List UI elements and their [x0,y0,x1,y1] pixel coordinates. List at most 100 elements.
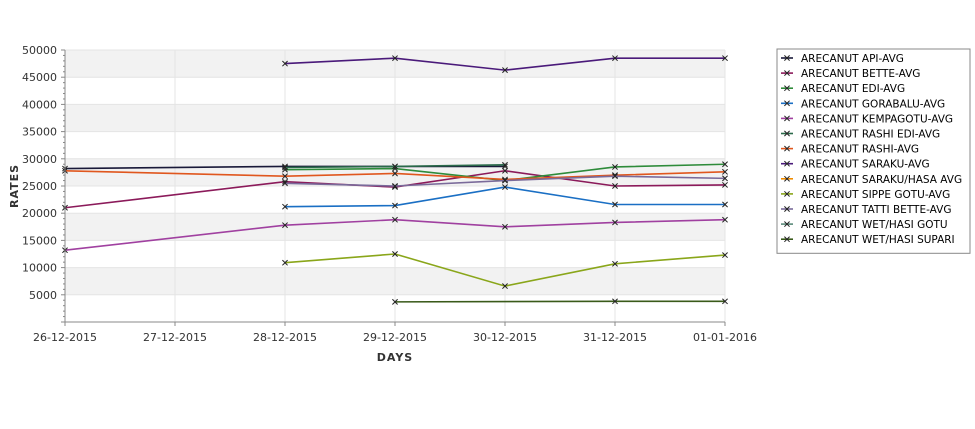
point-marker-stroke [784,70,790,77]
point-marker-stroke [722,252,728,259]
data-point [612,183,618,189]
x-tick-label: 29-12-2015 [363,331,427,344]
point-marker-stroke [612,219,618,226]
point-marker-stroke [784,190,790,197]
legend-label: ARECANUT SIPPE GOTU-AVG [801,189,950,201]
legend-item: ARECANUT RASHI-AVG [781,144,919,156]
point-marker-stroke [282,173,288,180]
data-point [722,216,728,223]
point-marker-stroke [502,283,508,290]
point-marker-stroke [784,100,790,107]
legend-label: ARECANUT WET/HASI GOTU [801,219,948,231]
y-axis-title: RATES [8,164,21,208]
legend-label: ARECANUT RASHI-AVG [801,144,919,156]
legend-marker [784,221,790,228]
data-point [612,173,618,180]
data-point [502,177,508,184]
legend-label: ARECANUT SARAKU-AVG [801,159,930,171]
legend-box [776,48,971,254]
data-point [612,201,618,208]
point-marker-stroke [282,222,288,229]
point-marker-stroke [784,221,790,228]
point-marker-stroke [392,202,398,209]
y-tick-label: 35000 [22,126,57,139]
legend-item: ARECANUT GORABALU-AVG [781,98,945,110]
point-marker-stroke [784,175,790,182]
data-point [392,216,398,223]
legend-item: ARECANUT KEMPAGOTU-AVG [781,113,953,125]
data-point [502,167,508,174]
legend-marker [784,175,790,182]
series-layer [62,55,728,305]
point-marker-stroke [722,55,728,62]
data-point [282,173,288,180]
point-marker-stroke [612,183,618,189]
series-line [64,169,726,181]
legend-marker [784,236,790,243]
legend-label: ARECANUT TATTI BETTE-AVG [801,204,951,216]
point-marker-stroke [612,201,618,208]
point-marker-stroke [784,55,790,61]
data-point [612,55,618,62]
point-marker-stroke [392,163,398,170]
data-point [722,161,728,168]
y-tick-label: 40000 [22,98,57,111]
y-tick-label: 45000 [22,71,57,84]
data-point [282,180,288,187]
legend-label: ARECANUT API-AVG [801,53,904,65]
legend-marker [784,100,790,107]
x-tick-label: 26-12-2015 [33,331,97,344]
x-tick-label: 01-01-2016 [693,331,757,344]
legend-marker [784,190,790,197]
data-point [502,223,508,230]
data-point [722,181,728,188]
data-point [722,55,728,62]
legend-marker [784,55,790,61]
series-4 [282,184,728,210]
data-point [392,55,398,62]
point-marker-stroke [784,115,790,122]
legend-label: ARECANUT RASHI EDI-AVG [801,129,940,141]
point-marker-stroke [282,203,288,210]
x-axis-ticks: 26-12-2015 27-12-2015 28-12-2015 29-12-2015… [33,322,757,344]
point-marker-stroke [784,236,790,243]
data-point [502,184,508,191]
data-point [282,60,288,67]
point-marker-stroke [282,178,288,185]
point-marker-stroke [392,170,398,177]
series-13 [392,298,728,305]
point-marker-stroke [282,164,288,171]
point-marker-stroke [502,163,508,170]
y-tick-label: 50000 [22,44,57,57]
point-marker-stroke [502,223,508,230]
point-marker-stroke [784,145,790,152]
point-marker-stroke [784,85,790,92]
point-marker-stroke [282,60,288,67]
point-marker-stroke [722,201,728,208]
point-marker-stroke [392,55,398,62]
series-10 [282,251,728,290]
legend-label: ARECANUT KEMPAGOTU-AVG [801,113,953,125]
point-marker-stroke [502,161,508,168]
data-point [722,175,728,182]
legend-marker [784,70,790,77]
x-tick-label: 31-12-2015 [583,331,647,344]
legend-item: ARECANUT TATTI BETTE-AVG [781,204,951,216]
x-tick-label: 27-12-2015 [143,331,207,344]
point-marker-stroke [784,160,790,167]
legend-label: ARECANUT SARAKU/HASA AVG [801,174,962,186]
point-marker-stroke [392,251,398,257]
series-7 [62,167,728,183]
y-tick-label: 20000 [22,207,57,220]
point-marker-stroke [612,298,618,305]
data-point [392,183,398,189]
y-tick-label: 25000 [22,180,57,193]
point-marker-stroke [392,298,398,305]
series-11 [282,173,728,189]
data-point [392,298,398,305]
y-tick-label: 15000 [22,234,57,247]
data-point [392,251,398,257]
legend-marker [784,85,790,92]
legend-marker [784,206,790,212]
